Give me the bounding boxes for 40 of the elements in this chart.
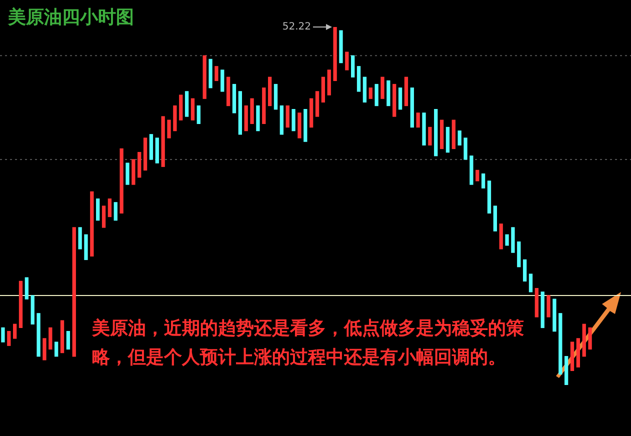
annotation: 52.22 xyxy=(282,22,312,33)
candlestick xyxy=(114,202,118,221)
candlestick xyxy=(286,105,290,128)
candlestick xyxy=(66,330,70,350)
candlestick xyxy=(12,324,17,339)
candlestick xyxy=(214,66,218,82)
candlestick xyxy=(196,105,200,124)
candlestick xyxy=(428,126,432,146)
chart-title: 美原油四小时图 xyxy=(8,6,134,29)
candlestick xyxy=(368,87,372,100)
candlestick xyxy=(167,120,171,138)
candlestick xyxy=(546,295,550,318)
candlestick xyxy=(292,109,296,132)
candlestick xyxy=(345,52,349,70)
candlestick xyxy=(528,274,533,292)
candlestick xyxy=(458,130,462,146)
candlestick xyxy=(78,227,82,250)
candlestick xyxy=(108,198,112,218)
candlestick xyxy=(522,259,527,282)
candlestick xyxy=(476,170,480,182)
candlestick xyxy=(416,112,420,128)
candlestick xyxy=(351,55,355,78)
annotation: 美原油，近期的趋势还是看多，低点做多是为稳妥的策略，但是个人预计上涨的过程中还是有小幅回调的。 xyxy=(92,317,525,370)
candlestick xyxy=(48,327,52,350)
candlestick xyxy=(374,84,378,106)
candlestick xyxy=(7,330,11,346)
candlestick xyxy=(505,234,509,246)
candlestick xyxy=(1,327,5,342)
candlestick xyxy=(96,198,100,221)
candlestick xyxy=(54,342,58,357)
candlestick xyxy=(190,98,195,121)
candlestick xyxy=(42,338,46,360)
candlestick xyxy=(588,327,592,350)
candlestick xyxy=(102,206,106,228)
candlestick xyxy=(481,173,486,189)
candlestick xyxy=(464,138,468,160)
candlestick xyxy=(398,88,402,110)
candlestick xyxy=(220,70,224,92)
candlestick xyxy=(380,76,384,100)
candlestick xyxy=(24,277,29,300)
